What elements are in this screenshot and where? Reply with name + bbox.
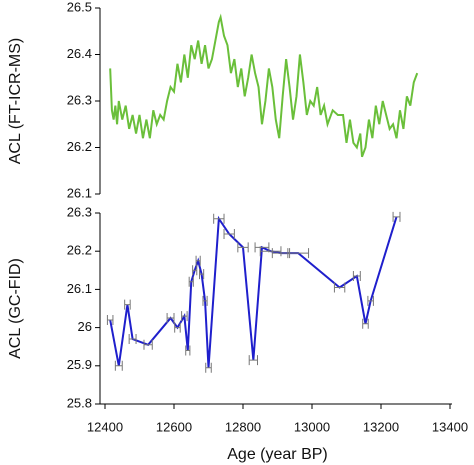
y-tick-label: 25.8 [67,395,92,410]
y-tick-label: 26.1 [67,281,92,296]
y-tick-label: 26.1 [67,185,92,200]
x-axis-label: Age (year BP) [227,446,327,463]
error-bar [181,311,188,322]
data-line [109,215,398,368]
error-bar [237,242,249,253]
y-tick-label: 26.2 [67,243,92,258]
error-bar [124,299,131,310]
y-tick-label: 26.5 [67,0,92,14]
error-bar [188,276,194,287]
error-bar [392,211,401,222]
error-bar [185,345,191,356]
error-bar [114,360,123,371]
x-tick-label: 12400 [87,419,123,434]
y-tick-label: 26.3 [67,92,92,107]
error-bar [352,271,361,282]
error-bar [174,322,181,333]
error-bar [213,213,225,224]
error-bar [259,246,282,257]
error-bar [199,269,205,280]
error-bar [287,248,310,259]
error-bar [202,295,208,306]
x-tick-label: 13000 [294,419,330,434]
error-bar [248,355,258,366]
error-bar [205,362,212,373]
data-line [109,13,419,158]
error-bar [166,313,175,324]
error-bar [195,255,201,266]
y-tick-label: 25.9 [67,357,92,372]
y-axis-label: ACL (GC-FID) [7,258,24,359]
y-tick-label: 26.4 [67,46,92,61]
y-tick-label: 26.2 [67,139,92,154]
y-tick-label: 26 [78,319,92,334]
y-tick-label: 26.3 [67,204,92,219]
x-tick-label: 13200 [363,419,399,434]
error-bar [367,295,374,306]
error-bar [223,229,235,240]
error-bar [106,314,114,325]
x-tick-label: 12800 [225,419,261,434]
error-bar [362,318,369,329]
error-bar [128,334,137,345]
x-tick-label: 13400 [432,419,468,434]
y-axis-label: ACL (FT-ICR-MS) [7,38,24,165]
error-bar [192,265,198,276]
x-tick-label: 12600 [156,419,192,434]
error-bar [333,282,346,293]
error-bar [143,339,153,350]
